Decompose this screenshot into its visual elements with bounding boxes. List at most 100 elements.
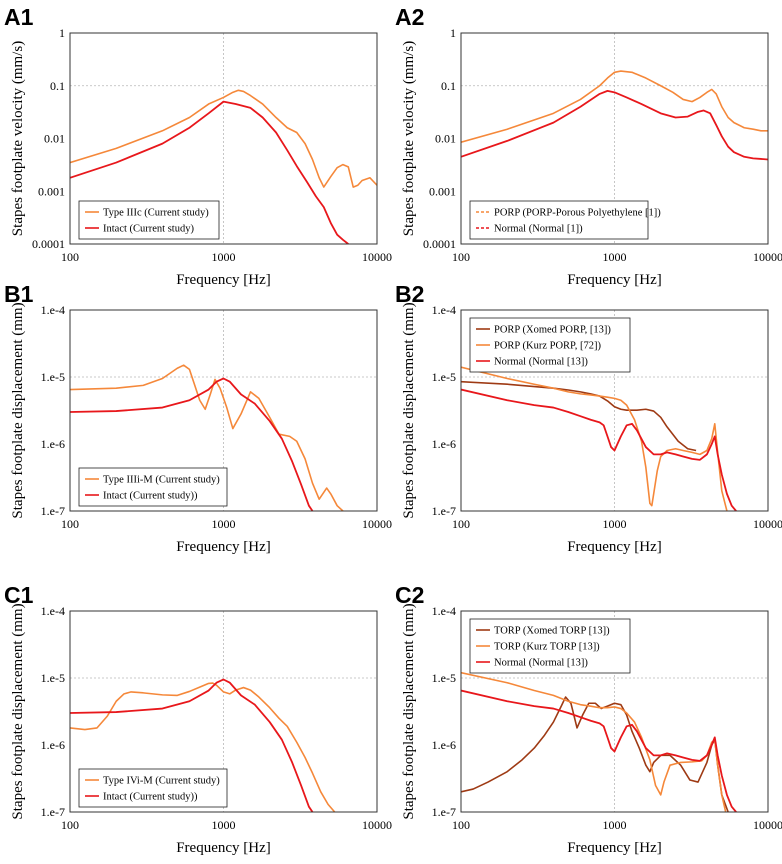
- plot-frame: [460, 32, 769, 245]
- y-tick-label: 1.e-5: [41, 370, 65, 384]
- y-axis-label: Stapes footplate displacement (mm): [401, 603, 417, 819]
- series-line-1: [461, 70, 768, 143]
- legend-entry-3: Normal (Normal [13]): [494, 658, 588, 669]
- legend-entry-1: Type IIIc (Current study): [103, 208, 209, 219]
- chart-panel-a2: A2 100 1000 10000 1 0.1 0.01 0.001 0.0001 Frequen…: [395, 4, 782, 288]
- x-axis-label: Frequency [Hz]: [176, 840, 271, 856]
- legend-entry-1: PORP (PORP-Porous Polyethylene [1]): [494, 208, 661, 219]
- series-line-1: [461, 696, 729, 812]
- series-line-2: [461, 671, 727, 812]
- y-tick-label: 1.e-5: [41, 671, 65, 685]
- panel-label: B2: [395, 281, 424, 307]
- legend-entry-1: TORP (Xomed TORP [13]): [494, 626, 610, 637]
- plot-frame: [69, 309, 378, 512]
- panel-label: C2: [395, 582, 424, 608]
- x-tick-label: 1000: [212, 818, 236, 832]
- legend: Type IIIc (Current study) Intact (Current…: [78, 200, 220, 240]
- plot-frame: [460, 309, 769, 512]
- x-axis-label: Frequency [Hz]: [567, 840, 662, 856]
- panel-label: A1: [4, 4, 34, 30]
- legend-box: [469, 200, 649, 240]
- y-tick-label: 0.01: [435, 132, 456, 146]
- y-axis-label: Stapes footplate displacement (mm): [10, 302, 26, 518]
- panel-label: A2: [395, 4, 424, 30]
- series-line-3: [461, 388, 737, 511]
- legend: TORP (Xomed TORP [13]) TORP (Kurz TORP [1…: [469, 618, 631, 674]
- legend: Type IIIi-M (Current study) Intact (Curre…: [78, 467, 228, 507]
- x-tick-label: 100: [61, 818, 79, 832]
- x-tick-label: 100: [452, 818, 470, 832]
- series-line-1: [70, 682, 336, 812]
- x-tick-label: 100: [61, 517, 79, 531]
- y-axis-label: Stapes footplate velocity (mm/s): [401, 41, 417, 236]
- y-tick-label: 1: [59, 26, 65, 40]
- x-tick-label: 100: [452, 250, 470, 264]
- x-tick-label: 10000: [362, 517, 392, 531]
- x-tick-label: 1000: [212, 250, 236, 264]
- legend: Type IVi-M (Current study) Intact (Curren…: [78, 768, 228, 808]
- y-tick-label: 1.e-4: [41, 303, 65, 317]
- y-tick-label: 1.e-4: [41, 604, 65, 618]
- y-tick-label: 0.001: [38, 184, 65, 198]
- legend-entry-1: Type IVi-M (Current study): [103, 776, 220, 787]
- legend-entry-1: Type IIIi-M (Current study): [103, 475, 220, 486]
- series-line-1: [70, 89, 377, 188]
- chart-panel-c2: C2 100 1000 10000 1.e-4 1.e-5 1.e-6 1.e-7 Freque…: [395, 582, 782, 856]
- series-line-1: [70, 364, 344, 511]
- legend-box: [78, 200, 220, 240]
- legend-box: [469, 618, 631, 674]
- x-tick-label: 10000: [362, 250, 392, 264]
- legend-box: [469, 317, 631, 373]
- plot-frame: [460, 610, 769, 813]
- y-tick-label: 1.e-6: [41, 738, 65, 752]
- plot-frame: [69, 610, 378, 813]
- y-tick-label: 0.0001: [32, 237, 65, 251]
- y-tick-label: 1.e-7: [41, 504, 65, 518]
- legend-box: [78, 467, 228, 507]
- legend-entry-1: PORP (Xomed PORP, [13]): [494, 325, 611, 336]
- legend-entry-2: TORP (Kurz TORP [13]): [494, 642, 600, 653]
- x-axis-label: Frequency [Hz]: [567, 539, 662, 555]
- y-tick-label: 1: [450, 26, 456, 40]
- x-tick-label: 100: [61, 250, 79, 264]
- y-tick-label: 1.e-6: [41, 437, 65, 451]
- x-axis-label: Frequency [Hz]: [176, 539, 271, 555]
- y-axis-label: Stapes footplate displacement (mm): [10, 603, 26, 819]
- x-tick-label: 10000: [362, 818, 392, 832]
- y-tick-label: 1.e-7: [432, 504, 456, 518]
- y-tick-label: 1.e-6: [432, 738, 456, 752]
- legend-entry-2: Intact (Current study): [103, 224, 194, 235]
- series-line-2: [70, 678, 314, 812]
- y-tick-label: 1.e-6: [432, 437, 456, 451]
- series-line-2: [461, 366, 728, 511]
- x-tick-label: 1000: [603, 818, 627, 832]
- x-tick-label: 10000: [753, 517, 782, 531]
- x-tick-label: 10000: [753, 250, 782, 264]
- legend-entry-2: Intact (Current study)): [103, 491, 198, 502]
- legend-entry-3: Normal (Normal [13]): [494, 357, 588, 368]
- panel-label: C1: [4, 582, 34, 608]
- y-tick-label: 0.1: [50, 79, 65, 93]
- y-tick-label: 1.e-7: [432, 805, 456, 819]
- y-tick-label: 0.1: [441, 79, 456, 93]
- chart-panel-b2: B2 100 1000 10000 1.e-4 1.e-5 1.e-6 1.e-7 Freque…: [395, 281, 782, 555]
- x-axis-label: Frequency [Hz]: [176, 272, 271, 288]
- series-line-3: [461, 689, 737, 812]
- series-line-2: [70, 377, 314, 511]
- chart-panel-a1: A1 100 1000 10000 1 0.1 0.01 0.001 0.0001 Frequen…: [4, 4, 392, 288]
- x-tick-label: 100: [452, 517, 470, 531]
- y-axis-label: Stapes footplate displacement (mm): [401, 302, 417, 518]
- chart-panel-b1: B1 100 1000 10000 1.e-4 1.e-5 1.e-6 1.e-7 Freque…: [4, 281, 392, 555]
- y-tick-label: 1.e-5: [432, 370, 456, 384]
- series-line-2: [70, 100, 349, 244]
- x-axis-label: Frequency [Hz]: [567, 272, 662, 288]
- y-tick-label: 1.e-7: [41, 805, 65, 819]
- y-axis-label: Stapes footplate velocity (mm/s): [10, 41, 26, 236]
- plot-frame: [69, 32, 378, 245]
- panel-label: B1: [4, 281, 34, 307]
- y-tick-label: 0.001: [429, 184, 456, 198]
- legend-entry-2: Intact (Current study)): [103, 792, 198, 803]
- y-tick-label: 1.e-4: [432, 303, 456, 317]
- legend-box: [78, 768, 228, 808]
